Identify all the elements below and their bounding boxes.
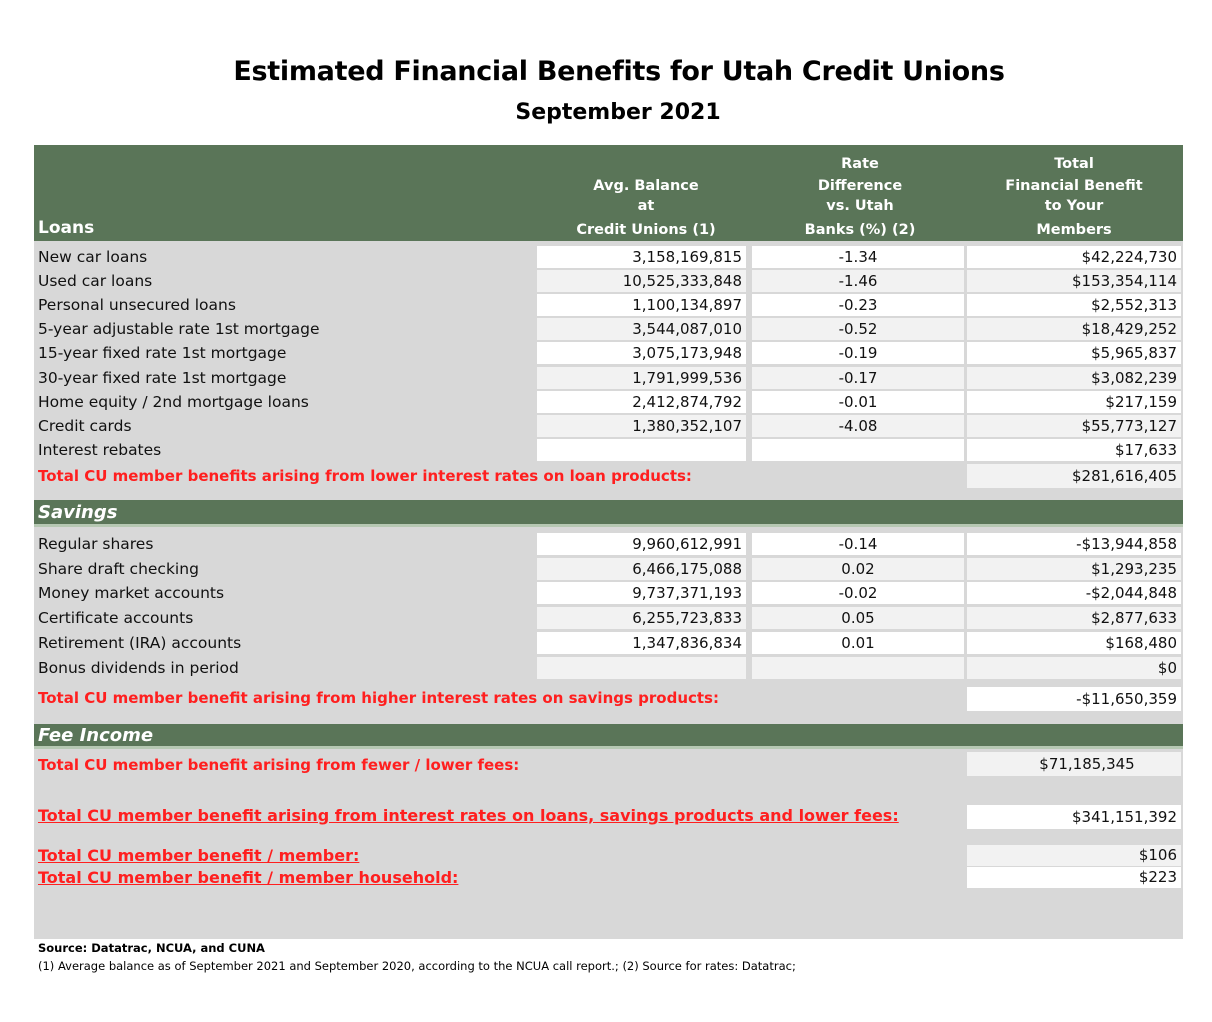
row-label: Regular shares: [38, 535, 154, 553]
fee-income-section-label: Fee Income: [38, 725, 154, 746]
row-rate-cell: -0.19: [752, 342, 964, 364]
row-balance-cell: 9,737,371,193: [537, 582, 746, 604]
row-rate-cell: -4.08: [752, 415, 964, 437]
row-total-cell: $55,773,127: [967, 415, 1181, 437]
row-rate-cell: -0.17: [752, 367, 964, 389]
per-household-value: $223: [967, 867, 1181, 888]
row-balance-cell: 10,525,333,848: [537, 270, 746, 292]
row-balance-cell: [537, 657, 746, 679]
benefits-table: Avg. Balance at Credit Unions (1) Rate D…: [34, 145, 1183, 939]
row-rate-cell: -0.02: [752, 582, 964, 604]
row-label: 15-year fixed rate 1st mortgage: [38, 344, 287, 362]
row-balance-cell: 6,255,723,833: [537, 607, 746, 629]
row-total-cell: $153,354,114: [967, 270, 1181, 292]
row-rate-cell: 0.05: [752, 607, 964, 629]
row-label: Retirement (IRA) accounts: [38, 634, 242, 652]
row-total-cell: $168,480: [967, 632, 1181, 654]
row-label: New car loans: [38, 248, 148, 266]
row-balance-cell: 3,075,173,948: [537, 342, 746, 364]
savings-band: Savings: [34, 500, 1183, 527]
header-total-benefit: Total Financial Benefit to Your Members: [1005, 156, 1143, 238]
row-balance-cell: 2,412,874,792: [537, 391, 746, 413]
loans-total-label: Total CU member benefits arising from lo…: [38, 467, 692, 485]
row-balance-cell: 1,100,134,897: [537, 294, 746, 316]
fee-total-value: $71,185,345: [967, 752, 1181, 776]
row-total-cell: $1,293,235: [967, 558, 1181, 580]
row-label: Credit cards: [38, 417, 132, 435]
per-member-value: $106: [967, 845, 1181, 866]
savings-total-value: -$11,650,359: [967, 687, 1181, 711]
per-household-label: Total CU member benefit / member househo…: [38, 868, 459, 887]
header-rate-difference: Rate Difference vs. Utah Banks (%) (2): [804, 156, 916, 238]
fee-total-label: Total CU member benefit arising from few…: [38, 756, 520, 774]
loans-total-value: $281,616,405: [967, 464, 1181, 488]
footnote: (1) Average balance as of September 2021…: [38, 959, 796, 973]
header-avg-balance: Avg. Balance at Credit Unions (1): [576, 178, 716, 238]
row-balance-cell: 3,544,087,010: [537, 318, 746, 340]
row-label: Certificate accounts: [38, 609, 194, 627]
row-total-cell: -$2,044,848: [967, 582, 1181, 604]
row-balance-cell: 6,466,175,088: [537, 558, 746, 580]
row-rate-cell: -0.01: [752, 391, 964, 413]
row-rate-cell: 0.01: [752, 632, 964, 654]
page-title: Estimated Financial Benefits for Utah Cr…: [233, 56, 1005, 87]
row-rate-cell: -0.23: [752, 294, 964, 316]
row-total-cell: $17,633: [967, 439, 1181, 461]
row-rate-cell: -0.52: [752, 318, 964, 340]
row-balance-cell: 1,380,352,107: [537, 415, 746, 437]
row-label: 5-year adjustable rate 1st mortgage: [38, 320, 320, 338]
row-total-cell: $0: [967, 657, 1181, 679]
row-label: Personal unsecured loans: [38, 296, 236, 314]
savings-total-label: Total CU member benefit arising from hig…: [38, 689, 719, 707]
row-rate-cell: -0.14: [752, 533, 964, 555]
row-total-cell: $18,429,252: [967, 318, 1181, 340]
grand-total-value: $341,151,392: [967, 805, 1181, 829]
row-total-cell: $42,224,730: [967, 246, 1181, 268]
row-label: Bonus dividends in period: [38, 659, 239, 677]
row-label: 30-year fixed rate 1st mortgage: [38, 369, 287, 387]
row-label: Home equity / 2nd mortgage loans: [38, 393, 309, 411]
page-subtitle: September 2021: [515, 100, 721, 125]
fee-income-band: Fee Income: [34, 724, 1183, 749]
row-total-cell: $2,877,633: [967, 607, 1181, 629]
loans-section-label: Loans: [38, 218, 95, 238]
row-rate-cell: [752, 439, 964, 461]
row-balance-cell: 1,791,999,536: [537, 367, 746, 389]
row-balance-cell: 9,960,612,991: [537, 533, 746, 555]
source-note: Source: Datatrac, NCUA, and CUNA: [38, 941, 265, 955]
row-total-cell: $217,159: [967, 391, 1181, 413]
row-total-cell: $2,552,313: [967, 294, 1181, 316]
grand-total-label: Total CU member benefit arising from int…: [38, 806, 899, 825]
row-label: Money market accounts: [38, 584, 225, 602]
row-rate-cell: -1.34: [752, 246, 964, 268]
row-label: Interest rebates: [38, 441, 162, 459]
row-balance-cell: 3,158,169,815: [537, 246, 746, 268]
row-total-cell: $5,965,837: [967, 342, 1181, 364]
table-header: Avg. Balance at Credit Unions (1) Rate D…: [34, 145, 1183, 241]
per-member-label: Total CU member benefit / member:: [38, 846, 360, 865]
row-rate-cell: [752, 657, 964, 679]
row-label: Used car loans: [38, 272, 153, 290]
savings-section-label: Savings: [38, 502, 118, 523]
row-total-cell: $3,082,239: [967, 367, 1181, 389]
row-balance-cell: 1,347,836,834: [537, 632, 746, 654]
row-rate-cell: 0.02: [752, 558, 964, 580]
row-total-cell: -$13,944,858: [967, 533, 1181, 555]
row-label: Share draft checking: [38, 560, 199, 578]
row-balance-cell: [537, 439, 746, 461]
row-rate-cell: -1.46: [752, 270, 964, 292]
